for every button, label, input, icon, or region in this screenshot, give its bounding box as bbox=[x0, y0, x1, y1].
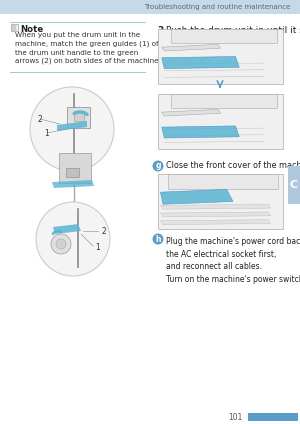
Text: Note: Note bbox=[20, 25, 43, 33]
Circle shape bbox=[152, 234, 164, 245]
Text: 2: 2 bbox=[37, 114, 42, 123]
FancyBboxPatch shape bbox=[67, 106, 89, 128]
Polygon shape bbox=[57, 121, 87, 131]
Polygon shape bbox=[162, 56, 239, 69]
FancyBboxPatch shape bbox=[170, 29, 277, 43]
Text: Plug the machine's power cord back into
the AC electrical socket first,
and reco: Plug the machine's power cord back into … bbox=[166, 237, 300, 284]
Polygon shape bbox=[160, 190, 233, 204]
Text: 2: 2 bbox=[157, 26, 163, 35]
FancyBboxPatch shape bbox=[158, 174, 283, 229]
Polygon shape bbox=[160, 204, 271, 209]
Text: 2: 2 bbox=[101, 226, 106, 235]
Text: C: C bbox=[290, 180, 298, 190]
FancyBboxPatch shape bbox=[0, 0, 300, 14]
Polygon shape bbox=[160, 212, 271, 217]
Text: 1: 1 bbox=[44, 129, 49, 139]
Text: h: h bbox=[155, 234, 161, 243]
FancyBboxPatch shape bbox=[74, 111, 84, 121]
FancyBboxPatch shape bbox=[158, 94, 283, 149]
Text: Push the drum unit in until it stops.: Push the drum unit in until it stops. bbox=[166, 26, 300, 35]
Polygon shape bbox=[52, 180, 94, 188]
FancyBboxPatch shape bbox=[59, 153, 91, 183]
Text: Close the front cover of the machine.: Close the front cover of the machine. bbox=[166, 162, 300, 170]
FancyBboxPatch shape bbox=[170, 94, 277, 108]
Circle shape bbox=[30, 87, 114, 171]
Text: When you put the drum unit in the
machine, match the green guides (1) of
the dru: When you put the drum unit in the machin… bbox=[15, 32, 161, 64]
Circle shape bbox=[51, 234, 71, 254]
Circle shape bbox=[152, 161, 164, 171]
Polygon shape bbox=[162, 45, 220, 51]
FancyBboxPatch shape bbox=[248, 413, 298, 421]
FancyBboxPatch shape bbox=[158, 29, 283, 84]
FancyBboxPatch shape bbox=[11, 24, 18, 31]
Circle shape bbox=[36, 202, 110, 276]
Text: 1: 1 bbox=[95, 243, 100, 251]
Polygon shape bbox=[162, 126, 239, 138]
Polygon shape bbox=[160, 220, 271, 225]
FancyBboxPatch shape bbox=[168, 174, 278, 190]
Polygon shape bbox=[162, 109, 220, 116]
FancyBboxPatch shape bbox=[65, 167, 79, 176]
FancyBboxPatch shape bbox=[288, 166, 300, 204]
Text: Troubleshooting and routine maintenance: Troubleshooting and routine maintenance bbox=[144, 4, 290, 10]
Circle shape bbox=[56, 239, 66, 249]
Text: 101: 101 bbox=[229, 413, 243, 421]
Polygon shape bbox=[53, 224, 81, 234]
Text: g: g bbox=[155, 162, 161, 170]
